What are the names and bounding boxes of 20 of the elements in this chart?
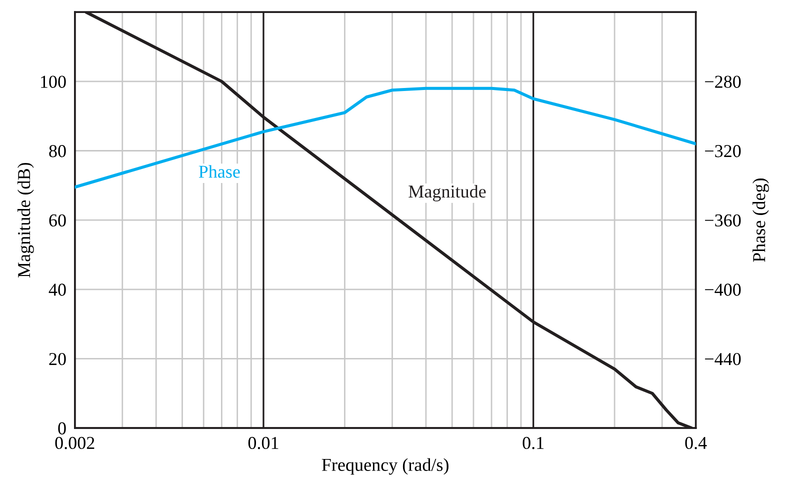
series-label: Magnitude (408, 184, 486, 202)
x-axis-title: Frequency (rad/s) (322, 458, 448, 475)
y-tick-label: 0 (58, 422, 66, 434)
y2-tick-label: −400 (705, 284, 741, 296)
x-tick-label: 0.01 (248, 436, 278, 450)
x-tick-label: 0.002 (55, 436, 94, 450)
y-axis-title: Magnitude (dB) (17, 162, 34, 278)
y-tick-label: 80 (49, 145, 66, 158)
y2-tick-label: −280 (705, 76, 741, 88)
y-tick-label: 60 (49, 214, 66, 227)
y2-tick-label: −440 (705, 352, 741, 366)
y2-tick-label: −320 (705, 145, 741, 158)
x-tick-label: 0.4 (685, 436, 707, 450)
y-tick-label: 40 (48, 284, 66, 296)
y-tick-label: 20 (49, 352, 66, 366)
series-label: Phase (198, 165, 240, 178)
y-tick-label: 100 (41, 76, 66, 88)
y2-tick-label: −360 (705, 214, 741, 227)
y2-axis-title: Phase (deg) (752, 178, 769, 262)
x-tick-label: 0.1 (522, 436, 544, 450)
